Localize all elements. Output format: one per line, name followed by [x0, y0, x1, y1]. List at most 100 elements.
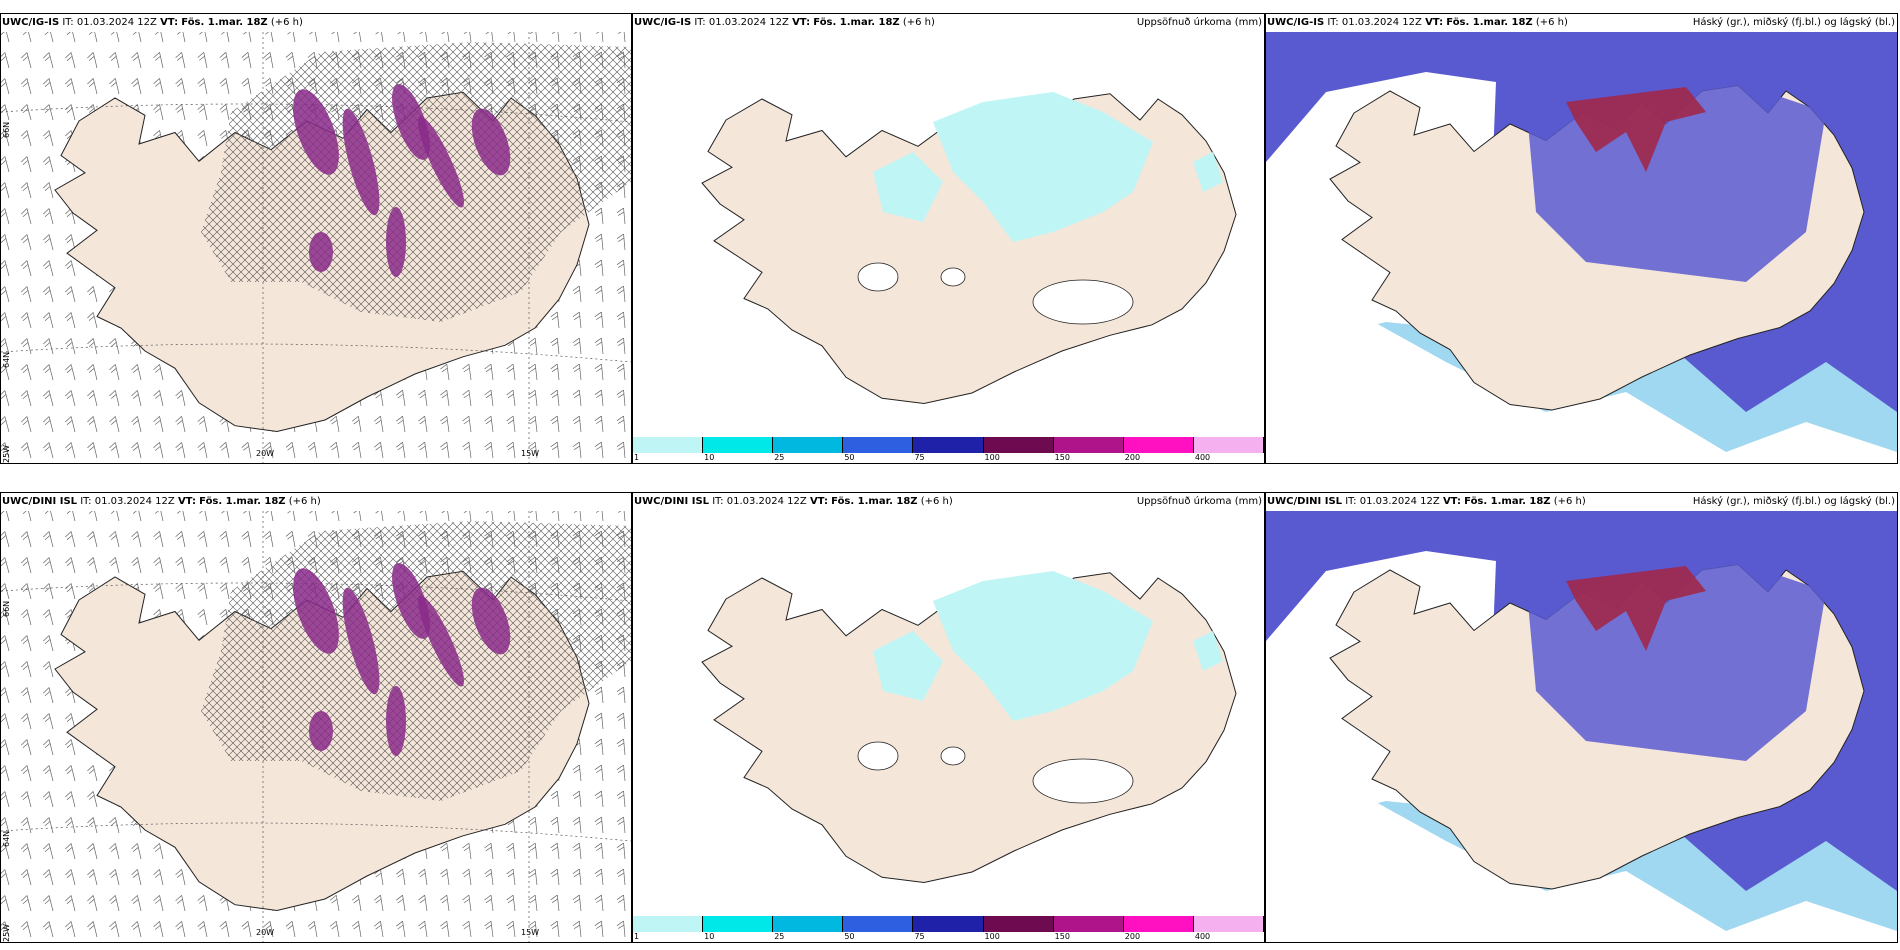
wind-barb — [594, 920, 604, 938]
wind-barb — [351, 920, 362, 938]
wind-barb — [594, 337, 604, 355]
colorbar-swatch — [703, 916, 774, 932]
wind-barb — [65, 739, 76, 756]
wind-barb — [177, 32, 186, 43]
wind-barb — [20, 583, 32, 600]
wind-barb — [197, 557, 208, 574]
wind-barb — [20, 104, 32, 121]
wind-barb — [43, 78, 54, 95]
grid-label: 66N — [2, 122, 11, 138]
wind-barb — [440, 920, 450, 938]
wind-barb — [197, 895, 208, 912]
wind-barb — [1, 791, 10, 808]
wind-barb — [43, 234, 54, 251]
wind-barb — [153, 104, 164, 121]
wind-barb — [43, 156, 54, 173]
wind-barb — [43, 557, 54, 574]
wind-barb — [550, 337, 560, 355]
valid-time: Fös. 1.mar. 18Z — [831, 496, 918, 507]
wind-barb — [87, 312, 98, 329]
wind-barb — [1, 843, 10, 860]
wind-barb — [87, 557, 98, 574]
wind-barb — [528, 441, 538, 459]
wind-barb — [1, 32, 10, 43]
panel-header: UWC/IG-IS IT: 01.03.2024 12Z VT: Fös. 1.… — [1, 14, 631, 32]
wind-barb — [550, 415, 560, 433]
wind-barb — [484, 441, 494, 459]
wind-barb — [197, 78, 208, 95]
wind-barb — [43, 817, 54, 834]
wind-barb — [397, 511, 406, 522]
precip-streak — [342, 587, 380, 695]
wind-barb — [507, 32, 516, 43]
colorbar-swatch — [913, 916, 984, 932]
wind-barb — [109, 390, 120, 407]
wind-barb — [175, 416, 186, 433]
wind-barb — [65, 78, 76, 95]
colorbar-swatch — [1193, 916, 1264, 932]
wind-barb — [43, 511, 54, 522]
wind-barb — [1, 78, 10, 95]
wind-barb — [65, 765, 76, 782]
wind-barb — [263, 52, 274, 69]
wind-barb — [43, 739, 54, 756]
wind-barb — [551, 32, 560, 43]
precip-streak — [418, 116, 464, 208]
wind-barb — [418, 868, 428, 886]
wind-barb — [43, 208, 54, 225]
wind-barb — [87, 869, 98, 886]
wind-barb — [419, 32, 428, 43]
wind-barb — [87, 78, 98, 95]
wind-barb — [287, 511, 296, 522]
cloud-map — [1266, 32, 1897, 463]
wind-barb — [175, 442, 186, 459]
glacier-outline — [940, 267, 966, 287]
wind-barb — [1, 557, 10, 574]
wind-barb — [285, 441, 296, 459]
wind-barb — [374, 441, 384, 459]
wind-barb — [153, 364, 164, 381]
wind-barb — [331, 32, 340, 43]
wind-barb — [594, 285, 604, 303]
wind-barb — [616, 712, 626, 730]
cloud-map — [1266, 511, 1897, 942]
wind-barb — [462, 415, 472, 433]
wind-barb — [20, 869, 32, 886]
wind-barb — [616, 207, 626, 225]
precip-area — [873, 631, 943, 701]
wind-barb — [572, 285, 582, 303]
wind-barb — [43, 130, 54, 147]
wind-barb — [197, 583, 208, 600]
panel-dini-precip: UWC/DINI ISL IT: 01.03.2024 12Z VT: Fös.… — [632, 492, 1265, 943]
wind-barb — [616, 868, 626, 886]
wind-barb — [65, 583, 76, 600]
wind-barb — [87, 531, 98, 548]
model-name: UWC/IG-IS — [1267, 17, 1325, 28]
panel-dini-wind: UWC/DINI ISL IT: 01.03.2024 12Z VT: Fös.… — [0, 492, 632, 943]
wind-barb — [440, 389, 450, 407]
wind-barb — [1, 635, 10, 652]
precip-colorbar: 1 10 25 50 75 100 150 200 400 — [633, 916, 1264, 942]
wind-barb — [572, 311, 582, 329]
wind-barb — [175, 583, 186, 600]
wind-barb — [241, 531, 252, 548]
wind-barb — [462, 868, 472, 886]
colorbar-tick-label: 400 — [1194, 932, 1211, 941]
wind-barb — [20, 364, 32, 381]
precip-area — [1193, 152, 1223, 192]
wind-barb — [351, 415, 362, 433]
grid-label: 20W — [256, 928, 274, 937]
valid-label: VT: — [160, 17, 179, 28]
wind-barb — [594, 712, 604, 730]
valid-time: Fös. 1.mar. 18Z — [1446, 17, 1533, 28]
wind-barb — [440, 868, 450, 886]
wind-barb — [197, 104, 208, 121]
wind-barb — [43, 765, 54, 782]
colorbar-tick-label: 1 — [634, 932, 640, 941]
wind-barb — [263, 921, 274, 938]
wind-barb — [1, 260, 10, 277]
colorbar-tick-label: 75 — [914, 453, 925, 462]
wind-barb — [109, 52, 120, 69]
wind-barb — [87, 765, 98, 782]
wind-barb — [616, 441, 626, 459]
